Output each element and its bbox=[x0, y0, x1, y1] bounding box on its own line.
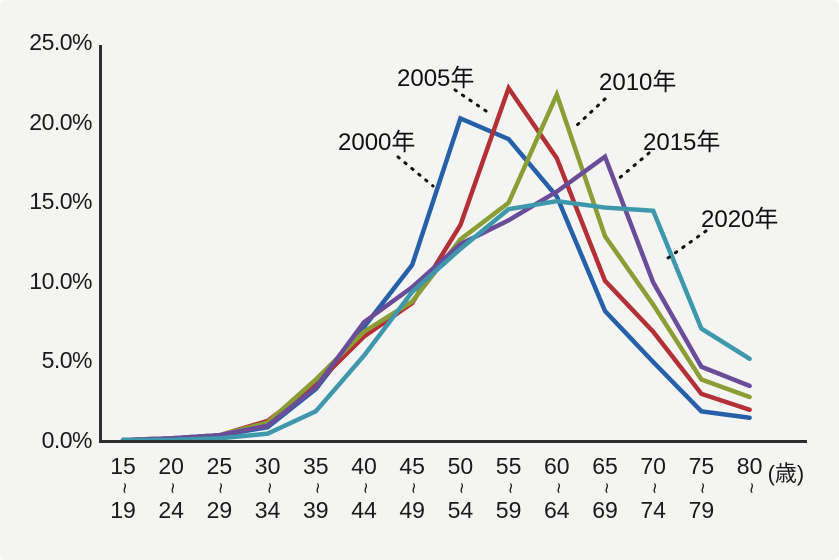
annotation-leader-lines bbox=[396, 88, 708, 260]
x-tick-tilde: ~ bbox=[354, 482, 375, 494]
series-line-2000年 bbox=[120, 115, 752, 443]
series-line-2015年 bbox=[120, 153, 752, 443]
x-tick-from: 65 bbox=[592, 453, 618, 479]
x-tick-to: 59 bbox=[495, 497, 522, 523]
year-label-2005年: 2005年 bbox=[397, 65, 475, 92]
x-tick-to: 44 bbox=[351, 497, 377, 523]
x-tick-label: 55 ~59 bbox=[479, 454, 539, 522]
x-tick-label: 80 ~ bbox=[720, 454, 780, 498]
x-tick-to: 79 bbox=[688, 497, 715, 523]
x-tick-from: 30 bbox=[254, 453, 281, 479]
x-tick-tilde: ~ bbox=[113, 482, 134, 494]
x-tick-label: 75 ~79 bbox=[671, 454, 731, 522]
x-tick-from: 35 bbox=[303, 453, 329, 479]
x-tick-to: 54 bbox=[447, 497, 474, 523]
year-label-2015年: 2015年 bbox=[643, 129, 721, 156]
leader-line-2015年 bbox=[615, 151, 651, 182]
x-tick-tilde: ~ bbox=[643, 482, 665, 494]
x-axis-unit-label: (歳) bbox=[767, 461, 805, 486]
x-tick-from: 45 bbox=[399, 453, 425, 479]
leader-line-2005年 bbox=[453, 88, 491, 115]
x-tick-tilde: ~ bbox=[595, 482, 616, 494]
x-tick-from: 60 bbox=[544, 453, 570, 479]
x-tick-tilde: ~ bbox=[161, 482, 183, 494]
x-tick-label: 15 ~19 bbox=[93, 454, 153, 522]
x-tick-label: 70 ~74 bbox=[623, 454, 683, 522]
x-tick-from: 25 bbox=[206, 453, 233, 479]
y-tick-label: 0.0% bbox=[41, 427, 93, 453]
x-tick-to: 29 bbox=[206, 497, 233, 523]
x-tick-tilde: ~ bbox=[305, 482, 327, 494]
x-tick-from: 15 bbox=[110, 453, 136, 479]
x-tick-label: 65 ~69 bbox=[575, 454, 635, 522]
leader-line-2020年 bbox=[666, 229, 708, 260]
x-tick-tilde: ~ bbox=[402, 482, 424, 494]
x-tick-from: 40 bbox=[351, 453, 377, 479]
y-tick-label: 10.0% bbox=[29, 267, 92, 294]
year-label-2000年: 2000年 bbox=[338, 129, 416, 156]
x-tick-to: 39 bbox=[303, 497, 329, 523]
series-lines bbox=[120, 83, 752, 443]
x-tick-from: 80 bbox=[736, 453, 763, 479]
y-tick-label: 15.0% bbox=[29, 188, 92, 215]
x-tick-from: 75 bbox=[688, 453, 715, 479]
leader-line-2000年 bbox=[396, 155, 435, 188]
axes bbox=[99, 45, 807, 443]
x-tick-label: 30 ~34 bbox=[238, 454, 298, 522]
x-tick-from: 50 bbox=[447, 453, 474, 479]
x-tick-tilde: ~ bbox=[498, 482, 520, 494]
x-tick-from: 55 bbox=[495, 453, 522, 479]
x-tick-tilde: ~ bbox=[691, 482, 713, 494]
y-tick-label: 20.0% bbox=[29, 108, 92, 135]
x-tick-to: 64 bbox=[544, 497, 570, 523]
x-tick-to: 19 bbox=[110, 497, 136, 523]
x-tick-label: 20 ~24 bbox=[141, 454, 201, 522]
x-tick-label: 45 ~49 bbox=[382, 454, 442, 522]
y-tick-label: 25.0% bbox=[29, 29, 92, 55]
x-tick-tilde: ~ bbox=[546, 482, 568, 494]
y-tick-label: 5.0% bbox=[41, 347, 93, 374]
x-tick-to: 34 bbox=[254, 497, 281, 523]
x-tick-tilde: ~ bbox=[257, 482, 279, 494]
x-tick-to: 69 bbox=[592, 497, 618, 523]
x-tick-label: 25 ~29 bbox=[189, 454, 249, 522]
x-tick-tilde: ~ bbox=[209, 482, 231, 494]
x-tick-label: 40 ~44 bbox=[334, 454, 394, 522]
x-tick-label: 50 ~54 bbox=[430, 454, 490, 522]
year-label-2020年: 2020年 bbox=[701, 206, 779, 233]
x-tick-label: 35 ~39 bbox=[286, 454, 346, 522]
series-line-2020年 bbox=[120, 198, 752, 443]
leader-line-2010年 bbox=[573, 97, 607, 129]
x-tick-to: 49 bbox=[399, 497, 425, 523]
x-tick-to: 74 bbox=[640, 497, 666, 523]
x-tick-to: 24 bbox=[158, 497, 184, 523]
year-label-2010年: 2010年 bbox=[599, 69, 677, 96]
x-tick-from: 70 bbox=[640, 453, 666, 479]
x-tick-tilde: ~ bbox=[739, 482, 761, 494]
x-tick-from: 20 bbox=[158, 453, 184, 479]
x-tick-label: 60 ~64 bbox=[527, 454, 587, 522]
x-tick-tilde: ~ bbox=[450, 482, 472, 494]
